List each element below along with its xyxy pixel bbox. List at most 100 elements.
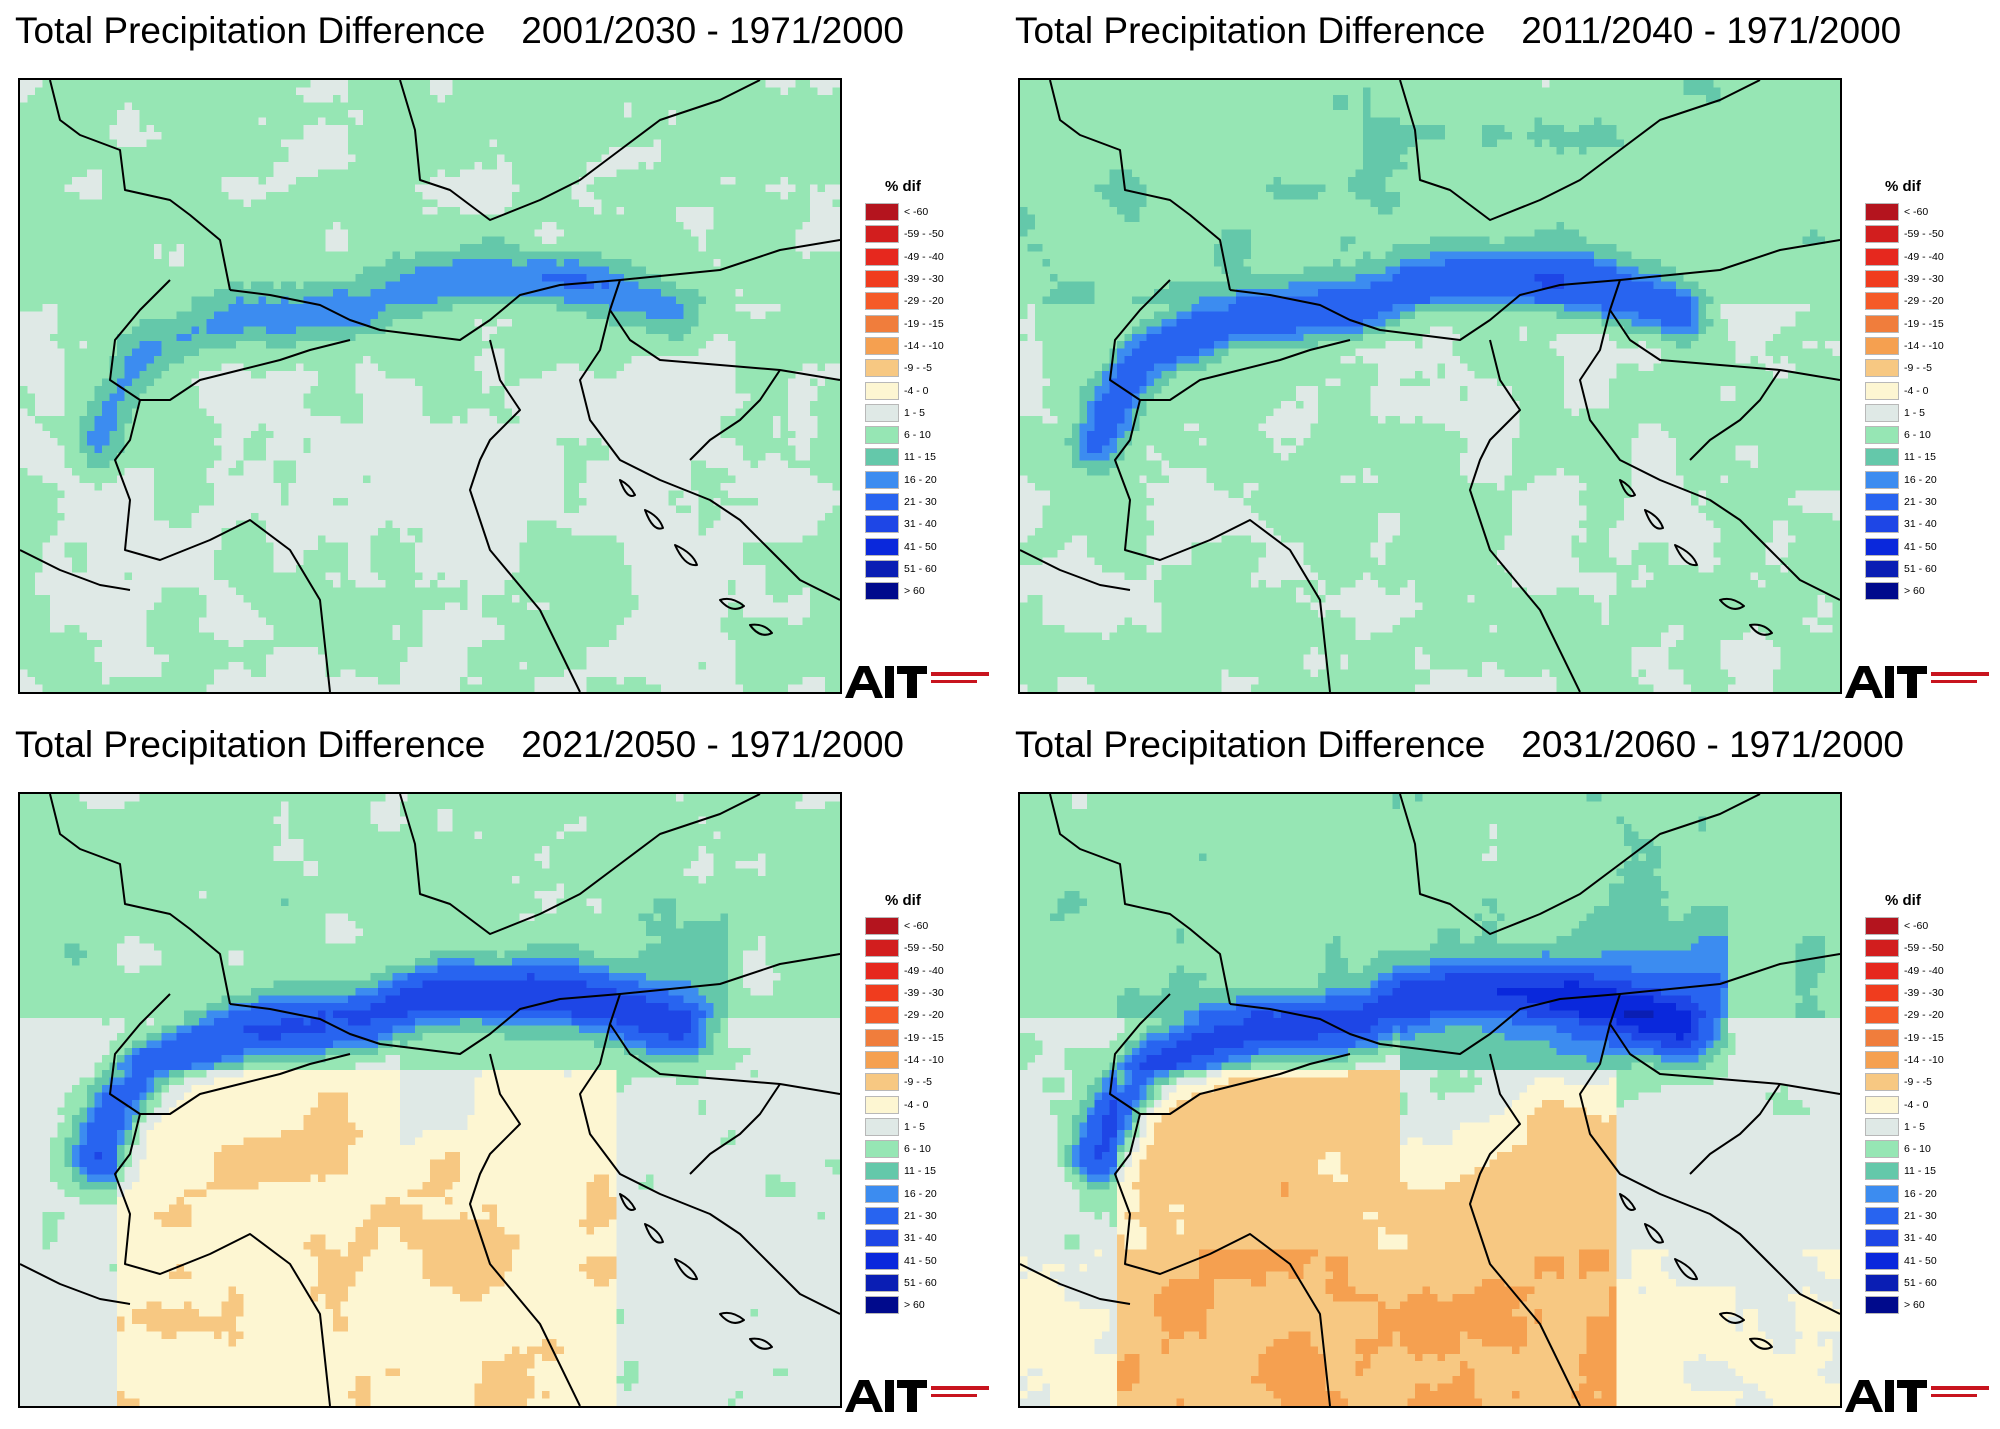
legend-item: 16 - 20: [865, 469, 975, 491]
legend-label: 51 - 60: [904, 1277, 937, 1289]
legend-item: -19 - -15: [1865, 312, 1975, 334]
legend-item: -49 - -40: [1865, 246, 1975, 268]
legend-item: -39 - -30: [865, 268, 975, 290]
legend-swatch: [1865, 1296, 1899, 1315]
legend-label: < -60: [904, 206, 928, 218]
legend-item: 41 - 50: [1865, 535, 1975, 557]
legend-swatch: [1865, 426, 1899, 445]
legend-item: 51 - 60: [865, 1272, 975, 1294]
legend-item: -49 - -40: [865, 960, 975, 982]
legend-item: < -60: [1865, 915, 1975, 937]
legend-item: 11 - 15: [865, 446, 975, 468]
legend-swatch: [1865, 336, 1899, 355]
legend-label: 41 - 50: [904, 541, 937, 553]
precipitation-map: [1018, 792, 1842, 1408]
legend-item: 21 - 30: [865, 491, 975, 513]
legend-item: -59 - -50: [865, 937, 975, 959]
legend-swatch: [1865, 247, 1899, 266]
legend-label: -14 - -10: [1904, 340, 1944, 352]
legend-item: -49 - -40: [1865, 960, 1975, 982]
legend-item: 51 - 60: [1865, 1272, 1975, 1294]
legend-item: 51 - 60: [865, 558, 975, 580]
legend-label: -59 - -50: [1904, 942, 1944, 954]
precipitation-map: [1018, 78, 1842, 694]
ait-logo: [1845, 1372, 1995, 1412]
legend-swatch: [1865, 939, 1899, 958]
legend-item: 31 - 40: [1865, 1227, 1975, 1249]
legend-swatch: [1865, 359, 1899, 378]
legend-swatch: [1865, 448, 1899, 467]
legend-swatch: [865, 203, 899, 222]
legend-label: -19 - -15: [1904, 318, 1944, 330]
legend-swatch: [1865, 515, 1899, 534]
precipitation-grid: [20, 80, 840, 692]
legend-label: -9 - -5: [1904, 362, 1932, 374]
legend-swatch: [1865, 1028, 1899, 1047]
legend-swatch: [1865, 403, 1899, 422]
legend-label: -49 - -40: [904, 965, 944, 977]
legend-label: 31 - 40: [904, 1232, 937, 1244]
legend-label: -29 - -20: [904, 295, 944, 307]
panel-title-main: Total Precipitation Difference: [1015, 724, 1485, 765]
legend-swatch: [865, 984, 899, 1003]
legend-swatch: [865, 537, 899, 556]
legend-item: -14 - -10: [865, 1049, 975, 1071]
legend-item: 51 - 60: [1865, 558, 1975, 580]
legend-item: 31 - 40: [1865, 513, 1975, 535]
legend-item: -19 - -15: [865, 1026, 975, 1048]
legend-swatch: [1865, 1251, 1899, 1270]
legend-label: 16 - 20: [1904, 1188, 1937, 1200]
legend-swatch: [865, 1095, 899, 1114]
legend-label: -59 - -50: [904, 942, 944, 954]
legend-swatch: [865, 426, 899, 445]
legend-title: % dif: [1885, 892, 1975, 909]
map-panel-4: Total Precipitation Difference 2031/2060 …: [1000, 714, 2000, 1428]
legend-label: -4 - 0: [1904, 1099, 1929, 1111]
legend-label: -39 - -30: [1904, 273, 1944, 285]
legend-label: -9 - -5: [904, 1076, 932, 1088]
country-borders: [20, 794, 840, 1406]
legend-label: 41 - 50: [1904, 1255, 1937, 1267]
grid-cells: [1020, 794, 1840, 1406]
legend-item: 31 - 40: [865, 513, 975, 535]
legend-label: -14 - -10: [1904, 1054, 1944, 1066]
legend-label: < -60: [904, 920, 928, 932]
legend-item: 21 - 30: [1865, 491, 1975, 513]
legend-swatch: [1865, 984, 1899, 1003]
legend-title: % dif: [1885, 178, 1975, 195]
legend-label: -29 - -20: [1904, 1009, 1944, 1021]
panel-title: Total Precipitation Difference 2031/2060 …: [1015, 724, 1904, 766]
legend-swatch: [865, 1229, 899, 1248]
legend-swatch: [1865, 1050, 1899, 1069]
legend-swatch: [865, 225, 899, 244]
panel-title-period: 2001/2030 - 1971/2000: [521, 10, 904, 51]
grid-cells: [20, 794, 840, 1406]
ait-logo: [1845, 658, 1995, 698]
ait-logo: [845, 658, 995, 698]
legend-label: 1 - 5: [1904, 1121, 1925, 1133]
legend-title: % dif: [885, 892, 975, 909]
legend-swatch: [865, 961, 899, 980]
legend-item: 21 - 30: [1865, 1205, 1975, 1227]
legend-label: -19 - -15: [904, 318, 944, 330]
legend-item: > 60: [1865, 580, 1975, 602]
legend-swatch: [865, 917, 899, 936]
legend-swatch: [865, 403, 899, 422]
legend-item: > 60: [1865, 1294, 1975, 1316]
legend: % dif < -60 -59 - -50 -49 - -40 -39 - -30 -29…: [865, 892, 975, 1316]
legend-swatch: [865, 359, 899, 378]
legend-label: 31 - 40: [904, 518, 937, 530]
legend-swatch: [1865, 537, 1899, 556]
legend-item: 6 - 10: [1865, 1138, 1975, 1160]
legend-swatch: [1865, 961, 1899, 980]
legend-item: 1 - 5: [865, 1116, 975, 1138]
legend-swatch: [1865, 225, 1899, 244]
legend-label: 21 - 30: [904, 1210, 937, 1222]
legend-swatch: [865, 1050, 899, 1069]
precipitation-grid: [1020, 794, 1840, 1406]
panel-title-period: 2011/2040 - 1971/2000: [1521, 10, 1901, 51]
legend-item: -39 - -30: [1865, 268, 1975, 290]
legend-swatch: [865, 1296, 899, 1315]
legend-swatch: [1865, 582, 1899, 601]
panel-title: Total Precipitation Difference 2001/2030 …: [15, 10, 904, 52]
